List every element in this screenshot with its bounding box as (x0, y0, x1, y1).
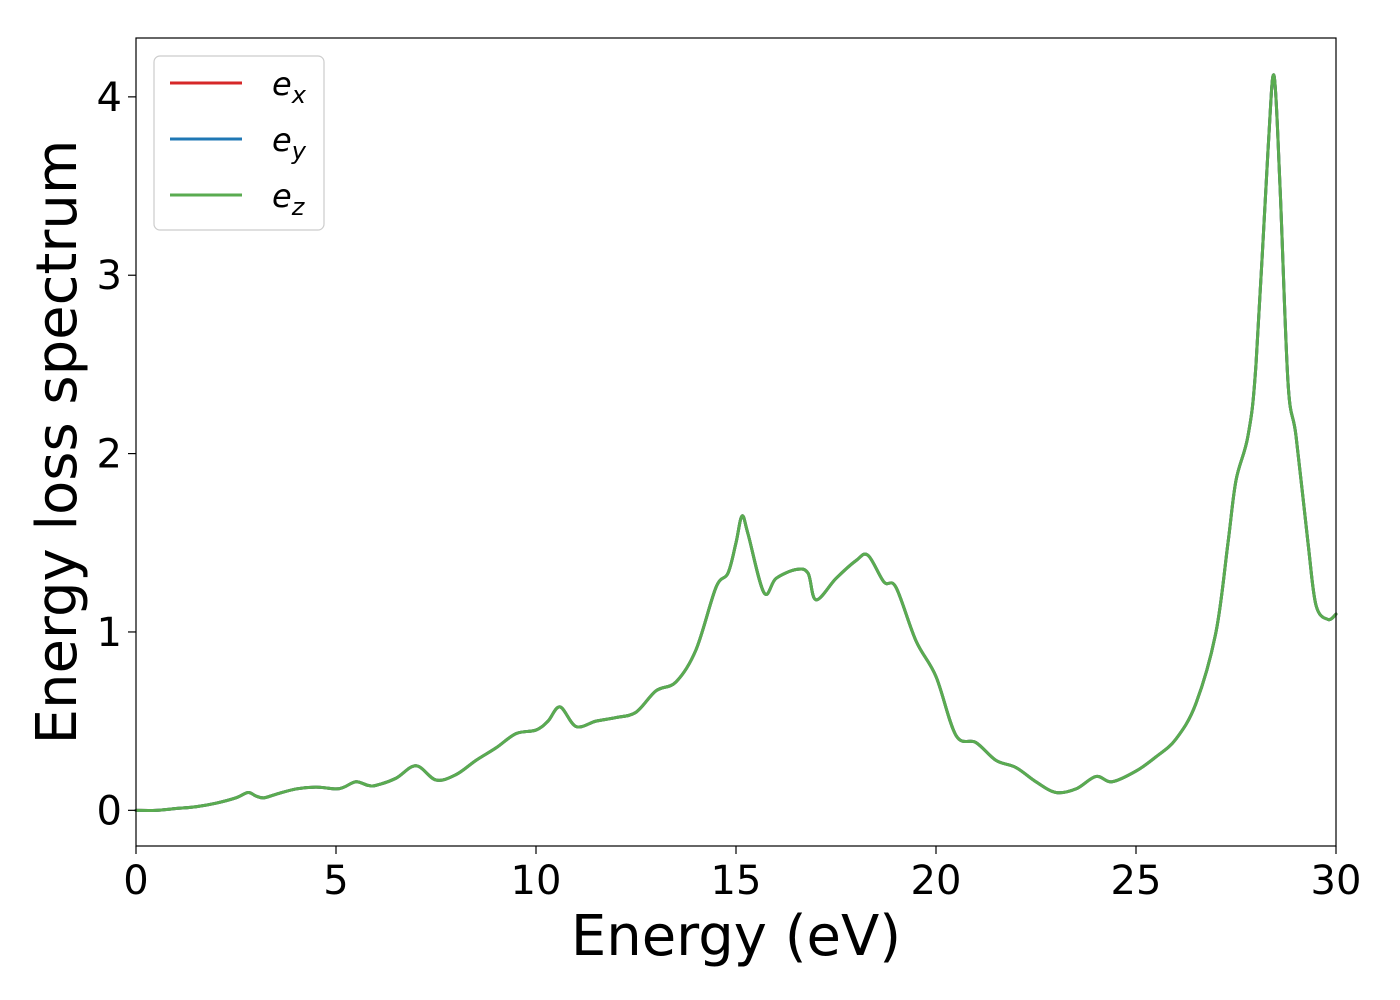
y-axis-ticks: 0 1 2 3 4 (97, 75, 136, 834)
x-axis-title: Energy (eV) (571, 904, 901, 969)
x-tick-label: 0 (123, 858, 148, 904)
y-tick-label: 3 (97, 253, 122, 299)
x-tick-label: 20 (911, 858, 962, 904)
y-axis-title: Energy loss spectrum (25, 140, 90, 745)
x-tick-label: 30 (1311, 858, 1362, 904)
plot-area (136, 38, 1336, 846)
y-tick-label: 0 (97, 788, 122, 834)
series-layer (134, 73, 1338, 812)
x-axis-ticks: 0 5 10 15 20 25 30 (123, 846, 1361, 904)
legend-box (153, 55, 325, 231)
y-tick-label: 1 (97, 610, 122, 656)
y-tick-label: 2 (97, 432, 122, 478)
x-tick-label: 10 (511, 858, 562, 904)
legend-subscript: x (291, 81, 307, 109)
legend-subscript: y (291, 137, 307, 165)
series-line-ez (134, 73, 1338, 812)
x-tick-label: 15 (711, 858, 762, 904)
x-tick-label: 25 (1111, 858, 1162, 904)
legend-subscript: z (291, 193, 306, 221)
x-tick-label: 5 (323, 858, 348, 904)
y-tick-label: 4 (97, 75, 122, 121)
